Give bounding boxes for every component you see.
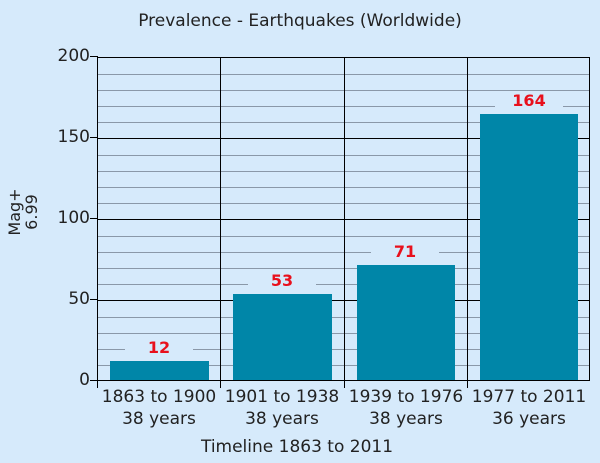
gridline bbox=[98, 187, 589, 188]
x-category-years: 38 years bbox=[369, 409, 443, 429]
bar-1901-1938 bbox=[233, 294, 332, 380]
chart-title: Prevalence - Earthquakes (Worldwide) bbox=[138, 11, 462, 31]
x-category-range: 1977 to 2011 bbox=[471, 387, 587, 407]
bar-1977-2011 bbox=[480, 114, 578, 380]
x-tick-mark bbox=[344, 381, 345, 388]
data-label: 53 bbox=[248, 271, 316, 290]
y-tick-mark bbox=[90, 56, 98, 57]
x-category-years: 38 years bbox=[245, 409, 319, 429]
gridline bbox=[98, 317, 589, 318]
bar-1939-1976 bbox=[357, 265, 455, 380]
data-label: 12 bbox=[125, 338, 193, 357]
gridline bbox=[98, 203, 589, 204]
x-category-range: 1863 to 1900 bbox=[101, 387, 217, 407]
x-tick-mark bbox=[220, 381, 221, 388]
y-tick-mark bbox=[90, 299, 98, 300]
gridline bbox=[98, 365, 589, 366]
gridline bbox=[98, 268, 589, 269]
gridline bbox=[98, 74, 589, 75]
category-separator bbox=[344, 58, 345, 380]
data-label: 164 bbox=[495, 91, 563, 110]
gridline bbox=[98, 349, 589, 350]
gridline bbox=[98, 171, 589, 172]
x-category-3: 1939 to 1976 38 years bbox=[344, 386, 468, 430]
gridline bbox=[98, 252, 589, 253]
gridline-major bbox=[98, 300, 589, 301]
y-tick-mark bbox=[90, 218, 98, 219]
y-tick-50: 50 bbox=[68, 289, 90, 309]
x-category-1: 1863 to 1900 38 years bbox=[97, 386, 221, 430]
gridline-major bbox=[98, 138, 589, 139]
bar-1863-1900 bbox=[110, 361, 209, 380]
y-tick-200: 200 bbox=[57, 46, 90, 66]
x-category-range: 1939 to 1976 bbox=[348, 387, 464, 407]
x-category-range: 1901 to 1938 bbox=[224, 387, 340, 407]
gridline bbox=[98, 90, 589, 91]
gridline bbox=[98, 106, 589, 107]
x-tick-mark bbox=[467, 381, 468, 388]
x-category-4: 1977 to 2011 36 years bbox=[467, 386, 591, 430]
gridline bbox=[98, 122, 589, 123]
data-label: 71 bbox=[371, 242, 439, 261]
y-tick-mark bbox=[90, 137, 98, 138]
gridline-major bbox=[98, 219, 589, 220]
y-tick-0: 0 bbox=[79, 370, 90, 390]
gridline bbox=[98, 284, 589, 285]
gridline bbox=[98, 333, 589, 334]
x-category-years: 38 years bbox=[122, 409, 196, 429]
y-tick-100: 100 bbox=[57, 208, 90, 228]
y-tick-150: 150 bbox=[57, 127, 90, 147]
x-axis-label: Timeline 1863 to 2011 bbox=[200, 437, 394, 457]
category-separator bbox=[220, 58, 221, 380]
y-tick-mark bbox=[90, 380, 98, 381]
y-axis-label-line-1: Mag+ bbox=[5, 188, 24, 236]
plot-area: 12 53 71 164 bbox=[97, 57, 590, 381]
gridline bbox=[98, 155, 589, 156]
x-tick-mark bbox=[97, 381, 98, 388]
x-category-years: 36 years bbox=[492, 409, 566, 429]
x-category-2: 1901 to 1938 38 years bbox=[220, 386, 344, 430]
gridline bbox=[98, 236, 589, 237]
category-separator bbox=[467, 58, 468, 380]
